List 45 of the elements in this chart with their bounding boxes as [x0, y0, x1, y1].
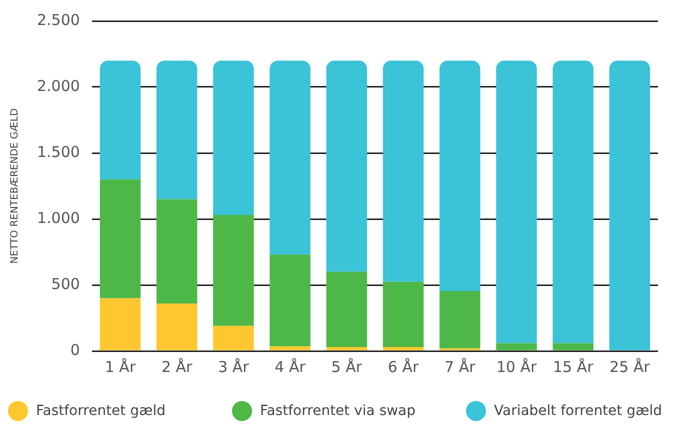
bar [326, 60, 368, 272]
bar [382, 282, 424, 348]
bar [213, 215, 254, 326]
bar [440, 60, 480, 291]
bar [100, 298, 141, 350]
x-tick-label: 1 År [104, 358, 136, 376]
bar [496, 343, 537, 350]
legend-label: Variabelt forrentet gæld [494, 403, 662, 419]
x-tick-label: 2 År [161, 358, 194, 376]
bar [609, 60, 650, 350]
bar [552, 343, 594, 350]
bar [270, 346, 310, 350]
bar [440, 290, 480, 348]
x-tick-label: 3 År [218, 358, 250, 376]
bar [100, 179, 141, 298]
legend-label: Fastforrentet via swap [260, 403, 416, 419]
bar [382, 60, 424, 282]
bar [552, 60, 594, 344]
x-tick-label: 4 År [274, 358, 306, 376]
y-axis-title: NETTO RENTEBÆRENDE GÆLD [10, 108, 21, 264]
y-tick-label: 2.000 [36, 76, 80, 95]
bar [213, 60, 254, 216]
bar [326, 347, 368, 350]
x-tick-label: 25 År [610, 358, 651, 376]
bar [270, 254, 310, 346]
x-tick-label: 15 År [552, 358, 594, 376]
x-tick-label: 7 År [444, 358, 476, 376]
bar [382, 347, 424, 350]
y-tick-label: 500 [51, 274, 80, 293]
bar [156, 199, 198, 304]
y-tick-label: 2.500 [36, 10, 80, 29]
x-tick-label: 10 År [496, 358, 538, 376]
bar [326, 272, 368, 348]
bar [100, 60, 141, 180]
x-tick-label: 6 År [388, 358, 420, 376]
x-tick-label: 5 År [331, 358, 363, 376]
bar [213, 326, 254, 350]
y-tick-label: 1.000 [36, 208, 80, 227]
bar [496, 60, 537, 344]
bar [156, 303, 198, 350]
y-tick-label: 1.500 [36, 142, 80, 161]
y-tick-label: 0 [70, 340, 80, 359]
bar [270, 60, 310, 255]
legend-label: Fastforrentet gæld [36, 403, 166, 419]
bar [156, 60, 198, 200]
